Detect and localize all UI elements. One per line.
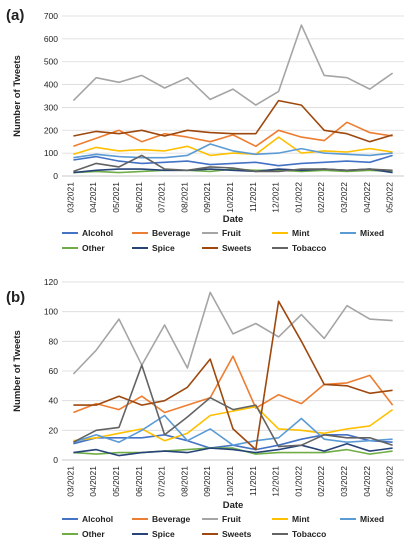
y-tick-label: 60 [49, 366, 59, 376]
y-tick-label: 400 [44, 80, 58, 90]
x-tick-label: 03/2021 [65, 182, 75, 213]
y-tick-label: 100 [44, 148, 58, 158]
y-tick-label: 0 [53, 171, 58, 181]
series-line-tobacco [73, 154, 393, 173]
series-line-mixed [73, 414, 393, 447]
series-line-fruit [72, 24, 394, 106]
x-tick-label: 09/2021 [202, 182, 212, 213]
legend-label-beverage: Beverage [152, 228, 191, 238]
y-tick-label: 100 [44, 307, 58, 317]
x-tick-label: 08/2021 [179, 182, 189, 213]
x-tick-label: 01/2022 [293, 182, 303, 213]
y-tick-label: 200 [44, 125, 58, 135]
x-tick-label: 02/2022 [316, 466, 326, 497]
legend-label-other: Other [82, 243, 105, 253]
x-tick-label: 05/2021 [111, 182, 121, 213]
legend-label-tobacco: Tobacco [292, 529, 326, 539]
panel-label-0: (a) [6, 7, 24, 24]
x-tick-label: 05/2022 [385, 466, 395, 497]
x-axis-title: Date [223, 500, 244, 511]
x-tick-label: 12/2021 [271, 182, 281, 213]
series-line-sweets [73, 300, 393, 451]
x-tick-label: 07/2021 [157, 466, 167, 497]
x-tick-label: 03/2022 [339, 182, 349, 213]
legend-label-beverage: Beverage [152, 514, 191, 524]
legend-label-spice: Spice [152, 529, 175, 539]
series-line-mint [73, 136, 393, 157]
series-line-beverage [73, 121, 393, 148]
x-tick-label: 06/2021 [134, 466, 144, 497]
x-axis-title: Date [223, 214, 244, 225]
y-axis-title: Number of Tweets [12, 55, 23, 137]
x-tick-label: 01/2022 [293, 466, 303, 497]
series-line-fruit [72, 291, 393, 375]
legend-label-alcohol: Alcohol [82, 228, 113, 238]
x-tick-label: 04/2022 [362, 182, 372, 213]
legend-label-mint: Mint [292, 228, 310, 238]
legend-label-spice: Spice [152, 243, 175, 253]
series-line-other [73, 168, 393, 174]
legend-label-sweets: Sweets [222, 529, 252, 539]
x-tick-label: 04/2021 [88, 182, 98, 213]
x-tick-label: 07/2021 [157, 182, 167, 213]
series-line-other [73, 447, 393, 455]
legend-label-mixed: Mixed [360, 514, 384, 524]
x-tick-label: 09/2021 [202, 466, 212, 497]
legend-label-mint: Mint [292, 514, 310, 524]
legend-label-other: Other [82, 529, 105, 539]
y-tick-label: 700 [44, 11, 58, 21]
legend-label-fruit: Fruit [222, 514, 241, 524]
x-tick-label: 05/2021 [111, 466, 121, 497]
legend-label-mixed: Mixed [360, 228, 384, 238]
series-line-mixed [73, 143, 393, 159]
panel-label-1: (b) [6, 289, 25, 306]
x-tick-label: 04/2021 [88, 466, 98, 497]
y-tick-label: 500 [44, 57, 58, 67]
y-tick-label: 40 [49, 396, 59, 406]
series-line-spice [73, 442, 393, 457]
y-tick-label: 20 [49, 425, 59, 435]
series-line-beverage [73, 355, 394, 414]
x-tick-label: 04/2022 [362, 466, 372, 497]
x-tick-label: 06/2021 [134, 182, 144, 213]
legend-label-fruit: Fruit [222, 228, 241, 238]
x-tick-label: 08/2021 [179, 466, 189, 497]
y-tick-label: 0 [53, 455, 58, 465]
x-tick-label: 11/2021 [248, 466, 258, 496]
x-tick-label: 11/2021 [248, 182, 258, 212]
x-tick-label: 10/2021 [225, 182, 235, 213]
y-tick-label: 600 [44, 34, 58, 44]
series-line-mint [73, 405, 394, 442]
x-tick-label: 05/2022 [385, 182, 395, 213]
series-line-tobacco [73, 364, 393, 448]
x-tick-label: 03/2021 [65, 466, 75, 497]
y-tick-label: 300 [44, 102, 58, 112]
legend-label-sweets: Sweets [222, 243, 252, 253]
y-axis-title: Number of Tweets [12, 330, 23, 412]
legend-label-tobacco: Tobacco [292, 243, 326, 253]
x-tick-label: 03/2022 [339, 466, 349, 497]
y-tick-label: 120 [44, 277, 58, 287]
series-line-sweets [73, 99, 393, 143]
legend-label-alcohol: Alcohol [82, 514, 113, 524]
x-tick-label: 12/2021 [271, 466, 281, 497]
x-tick-label: 02/2022 [316, 182, 326, 213]
x-tick-label: 10/2021 [225, 466, 235, 497]
y-tick-label: 80 [49, 336, 59, 346]
series-line-alcohol [73, 154, 393, 167]
